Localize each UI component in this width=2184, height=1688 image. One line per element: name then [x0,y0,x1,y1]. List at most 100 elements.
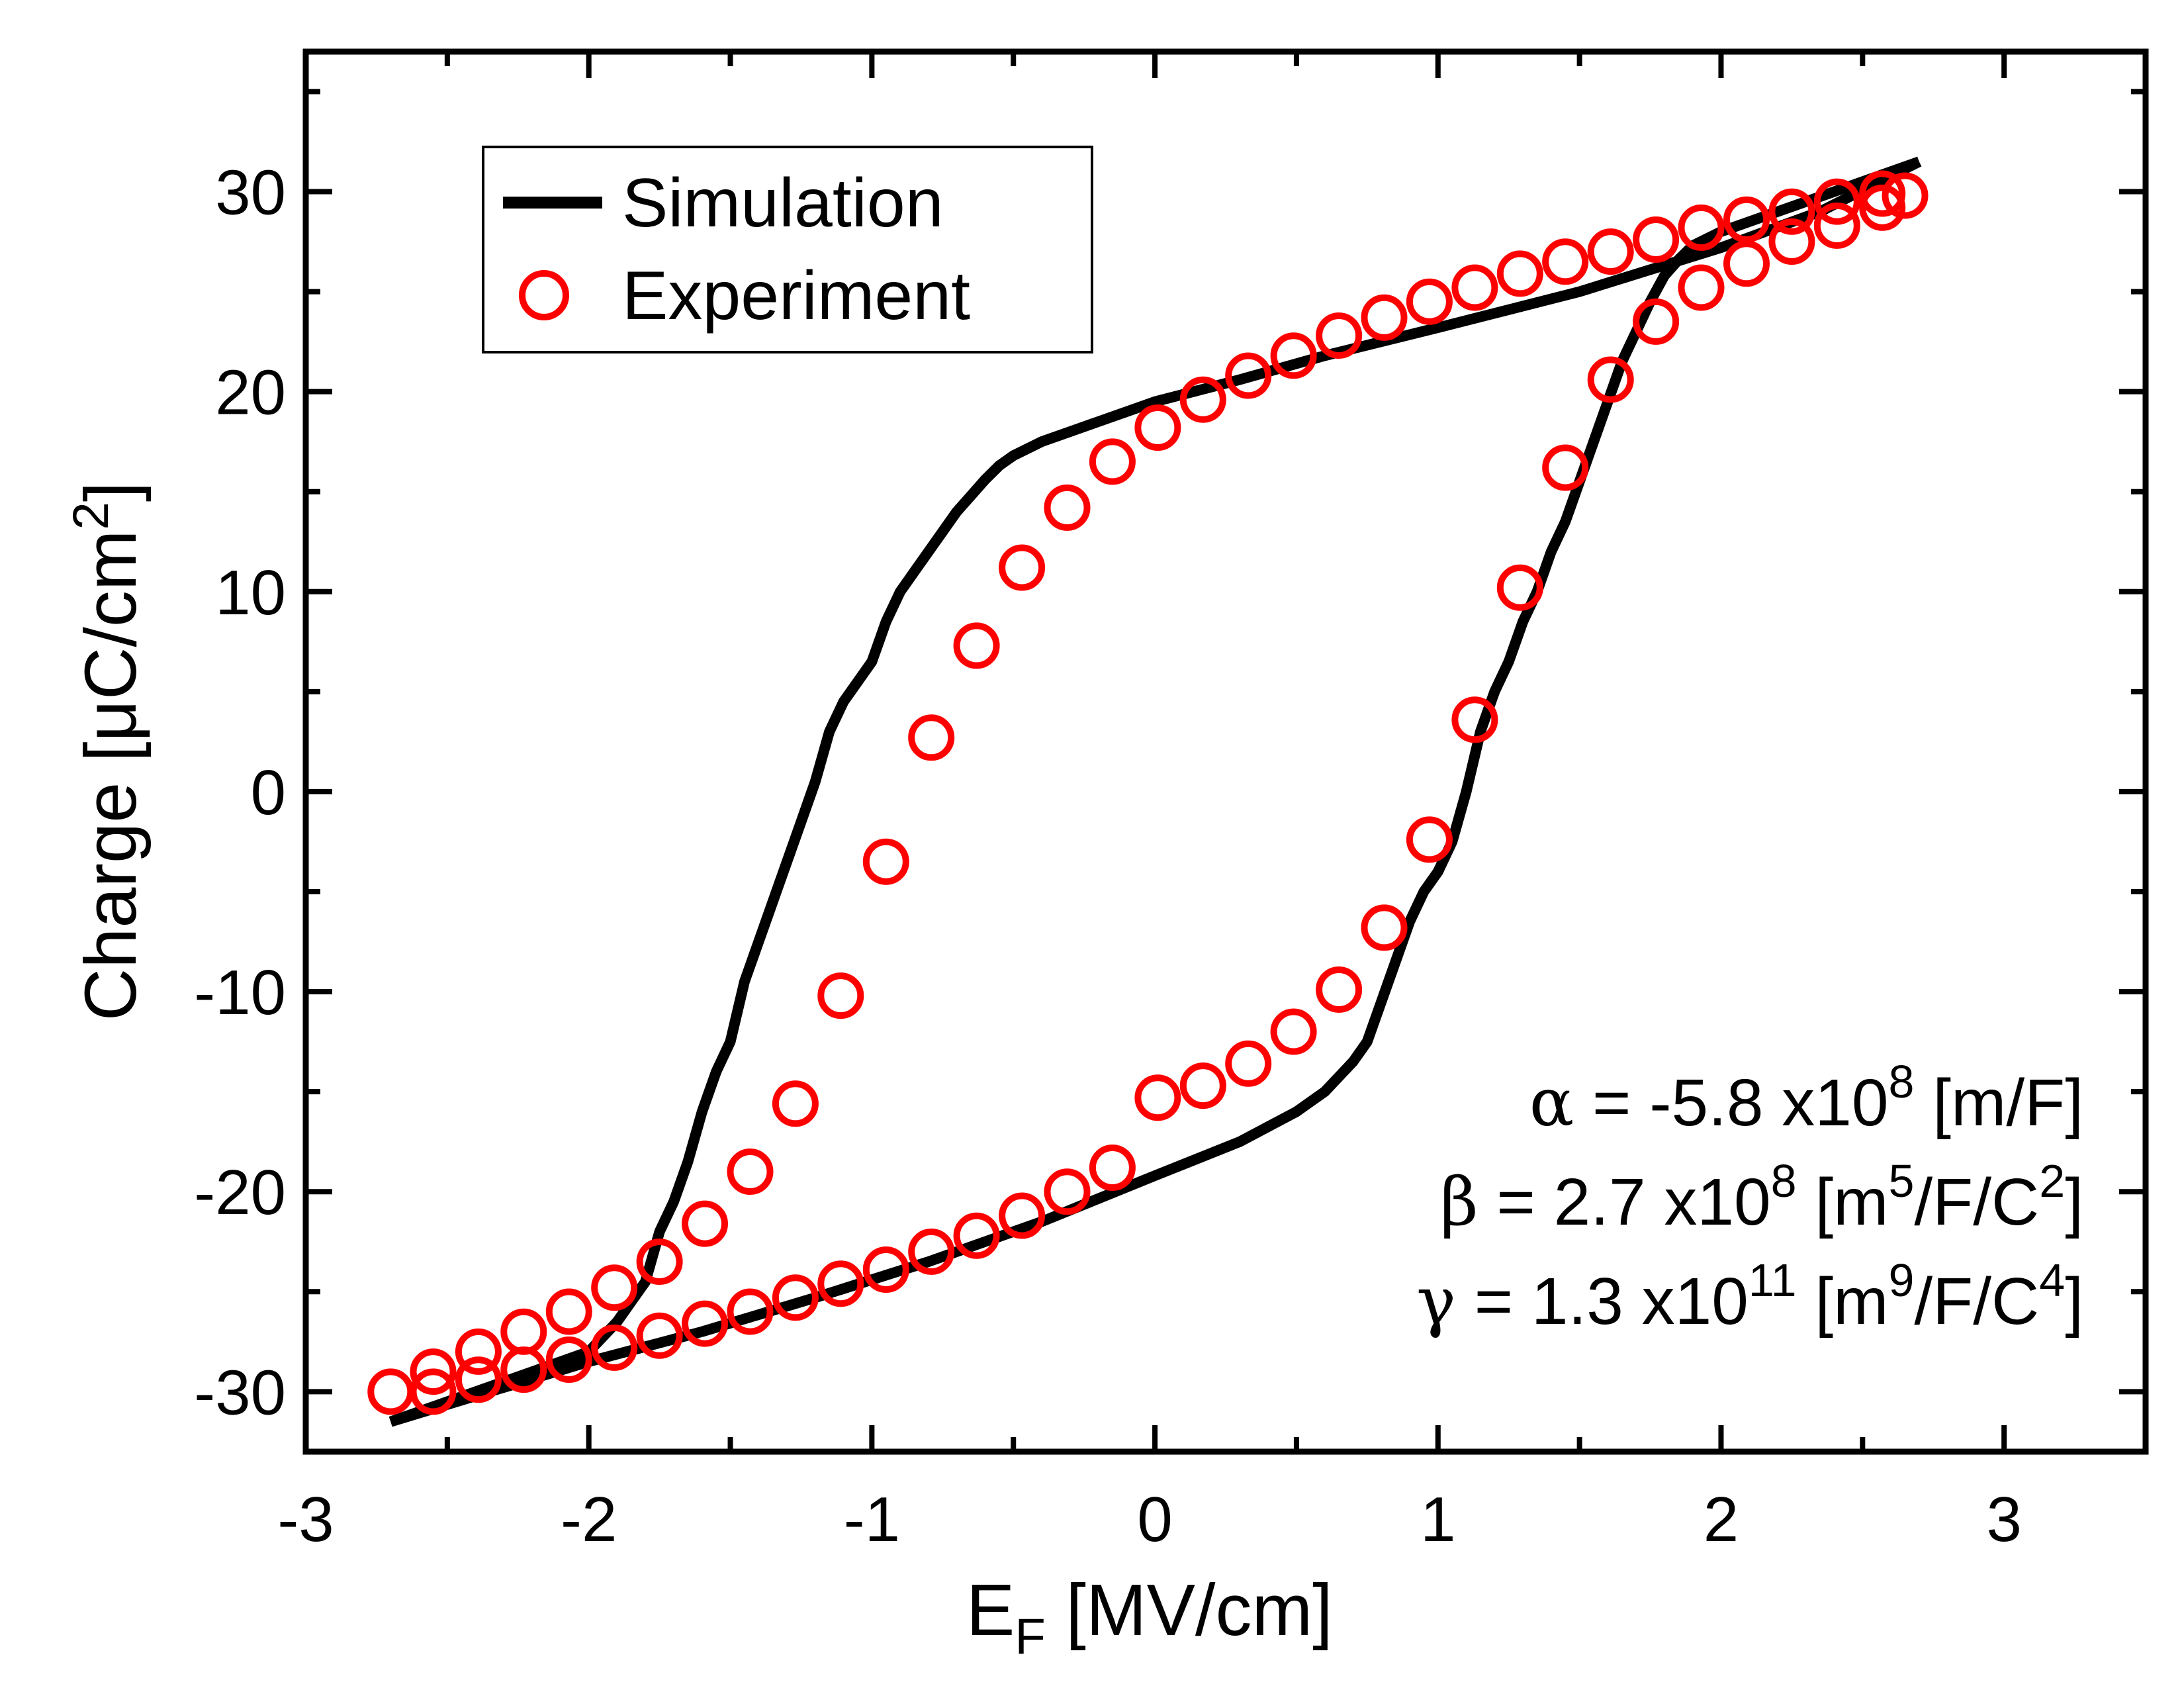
gamma-value: = 1.3 x10 [1456,1264,1749,1338]
legend-experiment-label: Experiment [622,258,970,334]
experiment-point [1134,404,1181,451]
experiment-point [1134,1074,1181,1121]
x-tick-label: -2 [561,1484,617,1555]
experiment-point [862,1246,909,1293]
experiment-point [1451,696,1498,743]
alpha-unit: [m/F] [1914,1066,2083,1140]
annotation-alpha: α = -5.8 x108 [m/F] [1529,1056,2083,1141]
experiment-point [1813,178,1860,225]
x-axis-title-unit: [MV/cm] [1046,1570,1333,1651]
experiment-point [1496,564,1543,611]
experiment-point [455,1356,502,1403]
legend-experiment-swatch [519,270,569,320]
experiment-point [727,1288,774,1335]
experiment-point [410,1348,457,1395]
y-tick-label: -30 [194,1357,286,1428]
experiment-point [772,1274,819,1321]
experiment-point [591,1264,638,1311]
alpha-symbol: α [1529,1064,1574,1141]
legend: Simulation Experiment [482,146,1093,353]
experiment-point [1542,444,1589,491]
x-tick-label: 3 [1986,1484,2021,1555]
experiment-point [410,1368,457,1415]
experiment-point [1316,966,1363,1013]
experiment-point [1723,240,1770,287]
experiment-point [1633,216,1680,263]
experiment-point [682,1300,728,1347]
gamma-unit-2: /F/C [1914,1264,2039,1338]
experiment-point [1859,184,1906,231]
y-tick-label: -10 [194,957,286,1028]
experiment-point [953,622,1000,669]
experiment-point [1270,332,1317,379]
y-tick-label: 0 [251,757,286,828]
y-tick-label: 30 [215,158,286,228]
gamma-unit-1: [m [1797,1264,1889,1338]
annotation-beta: β = 2.7 x108 [m5/F/C2] [1440,1155,2083,1241]
x-axis-title-sub: F [1015,1609,1045,1665]
experiment-point [817,972,864,1019]
beta-unit-exp-2: 2 [2039,1155,2065,1207]
experiment-point [1813,202,1860,249]
legend-box [482,146,1093,353]
experiment-point [1225,1040,1272,1087]
experiment-point [908,714,955,761]
beta-symbol: β [1440,1163,1479,1241]
x-tick-label: -1 [844,1484,900,1555]
experiment-point [1406,816,1453,863]
experiment-point [1361,904,1408,951]
alpha-exponent: 8 [1889,1056,1915,1107]
experiment-point [1179,1062,1226,1109]
plot-frame [302,48,2149,1455]
legend-simulation-label: Simulation [622,165,944,242]
y-axis-title: Charge [μC/cm2] [63,482,152,1021]
experiment-point [636,1312,683,1359]
x-tick-label: 1 [1420,1484,1455,1555]
gamma-unit-exp-1: 9 [1888,1254,1914,1306]
beta-unit-3: ] [2065,1165,2083,1239]
experiment-points [367,170,1929,1415]
y-axis-title-main: Charge [μC/cm [70,530,152,1021]
experiment-point [1496,250,1543,297]
y-tick-label: 20 [215,357,286,428]
experiment-point [953,1212,1000,1259]
beta-unit-2: /F/C [1914,1165,2039,1239]
y-axis-title-end: ] [70,482,152,502]
experiment-point [1316,312,1363,359]
experiment-point [682,1200,728,1247]
experiment-point [500,1308,547,1355]
experiment-point [727,1149,774,1195]
gamma-unit-exp-2: 4 [2039,1254,2065,1306]
x-tick-label: 2 [1704,1484,1739,1555]
experiment-point [1044,1168,1091,1215]
experiment-point [636,1239,683,1285]
experiment-point [1768,218,1815,265]
tick-marks [303,52,2146,1452]
x-tick-label: -3 [277,1484,334,1555]
x-axis-title: EF [MV/cm] [966,1570,1333,1665]
experiment-point [817,1260,864,1307]
experiment-point [862,838,909,885]
experiment-point [1587,356,1634,403]
experiment-point [1678,204,1725,251]
experiment-point [1179,376,1226,423]
simulation-curve [388,156,1921,1427]
experiment-point [772,1080,819,1127]
annotation-gamma: γ = 1.3 x1011 [m9/F/C4] [1416,1254,2083,1340]
experiment-point [1406,278,1453,325]
experiment-point [999,544,1046,591]
y-axis-title-sup: 2 [63,502,119,530]
y-tick-label: -20 [194,1157,286,1228]
experiment-point [455,1328,502,1375]
experiment-point [1723,196,1770,243]
beta-value: = 2.7 x10 [1479,1165,1771,1239]
experiment-point [999,1192,1046,1239]
x-axis-title-main: E [966,1570,1015,1651]
experiment-point [1882,172,1929,219]
experiment-point [1451,264,1498,311]
simulation-curve [388,157,1922,1427]
experiment-point [1633,298,1680,345]
experiment-point [1089,1145,1136,1191]
experiment-point [1542,238,1589,285]
